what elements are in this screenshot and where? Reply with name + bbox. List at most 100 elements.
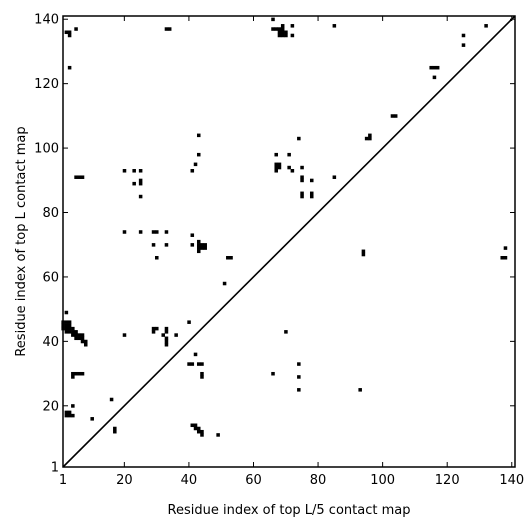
- contact-point: [196, 246, 201, 250]
- contact-point: [361, 252, 366, 257]
- contact-point: [200, 429, 204, 434]
- contact-point: [190, 423, 195, 428]
- y-tick-label: 100: [34, 142, 59, 157]
- contact-point: [161, 333, 165, 337]
- contact-point: [164, 342, 169, 347]
- contact-point: [80, 175, 85, 179]
- contact-point: [500, 255, 504, 260]
- contact-point: [368, 133, 372, 138]
- contact-point: [332, 24, 337, 28]
- contact-point: [200, 433, 204, 437]
- contact-point: [309, 178, 314, 183]
- contact-point: [71, 326, 75, 331]
- y-tick-label: 80: [42, 206, 59, 221]
- contact-point: [122, 169, 127, 173]
- contact-point: [80, 336, 85, 341]
- contact-point: [277, 165, 282, 170]
- contact-point: [80, 333, 85, 337]
- contact-point: [167, 27, 172, 31]
- contact-point: [155, 255, 159, 260]
- contact-point: [64, 310, 69, 315]
- contact-point: [432, 75, 437, 80]
- contact-point: [290, 24, 295, 28]
- contact-point: [309, 194, 314, 199]
- contact-point: [71, 371, 75, 376]
- contact-point: [484, 24, 488, 28]
- contact-point: [364, 136, 369, 141]
- contact-point: [64, 410, 69, 415]
- contact-point: [277, 162, 282, 167]
- x-tick-label: 140: [499, 473, 524, 488]
- contact-point: [200, 243, 204, 247]
- x-axis-label: Residue index of top L/5 contact map: [168, 503, 411, 518]
- contact-point: [274, 169, 278, 173]
- contact-point: [164, 339, 169, 344]
- contact-point: [196, 362, 201, 366]
- contact-point: [64, 326, 69, 331]
- contact-point: [222, 281, 227, 286]
- contact-point: [64, 320, 69, 324]
- contact-point: [190, 362, 195, 366]
- x-tick-label: 120: [435, 473, 460, 488]
- contact-point: [74, 330, 78, 334]
- contact-point: [390, 114, 395, 118]
- contact-point: [132, 169, 136, 173]
- contact-point: [300, 178, 304, 183]
- contact-point: [77, 371, 82, 376]
- y-tick-label: 20: [42, 399, 59, 414]
- x-tick-labels: 1 20 40 60 80 100 120 140: [59, 473, 524, 488]
- contact-point: [300, 194, 304, 199]
- contact-point: [64, 330, 69, 334]
- contact-point: [77, 333, 82, 337]
- contact-point: [77, 336, 82, 341]
- contact-point: [196, 152, 201, 157]
- contact-point: [196, 426, 201, 431]
- contact-point: [271, 27, 275, 31]
- contact-point: [74, 336, 78, 341]
- contact-point: [461, 33, 466, 38]
- x-tick-label: 100: [370, 473, 395, 488]
- contact-point: [190, 243, 195, 247]
- contact-point: [274, 165, 278, 170]
- contact-point: [164, 243, 169, 247]
- contact-point: [280, 30, 285, 35]
- contact-point: [200, 362, 204, 366]
- contact-point: [113, 429, 117, 434]
- contact-point: [274, 162, 278, 167]
- contact-point: [164, 336, 169, 341]
- contact-point: [138, 169, 143, 173]
- plot-frame: [62, 15, 516, 468]
- contact-point: [290, 33, 295, 38]
- contact-point: [300, 191, 304, 196]
- contact-point: [67, 30, 72, 35]
- contact-point: [67, 323, 72, 328]
- contact-point: [368, 136, 372, 141]
- contact-point: [196, 249, 201, 254]
- contact-point: [138, 181, 143, 186]
- contact-point: [229, 255, 233, 260]
- y-tick-label: 140: [34, 13, 59, 28]
- contact-point: [77, 175, 82, 179]
- contact-point: [280, 27, 285, 31]
- contact-point: [164, 326, 169, 331]
- contact-point: [64, 323, 69, 328]
- y-tick-label: 120: [34, 77, 59, 92]
- contact-point: [196, 243, 201, 247]
- contact-point: [113, 426, 117, 431]
- contact-point: [432, 65, 437, 70]
- contact-point: [67, 413, 72, 418]
- contact-point: [196, 429, 201, 434]
- contact-point: [332, 175, 337, 179]
- contact-point: [155, 326, 159, 331]
- x-tick-label: 20: [116, 473, 133, 488]
- contact-point: [216, 433, 220, 437]
- contact-point: [71, 375, 75, 379]
- contact-point: [284, 33, 288, 38]
- diagonal-line: [62, 15, 516, 468]
- contact-point: [271, 17, 275, 22]
- contact-point: [284, 330, 288, 334]
- contact-point: [284, 30, 288, 35]
- contact-point: [297, 362, 301, 366]
- contact-point: [71, 413, 75, 418]
